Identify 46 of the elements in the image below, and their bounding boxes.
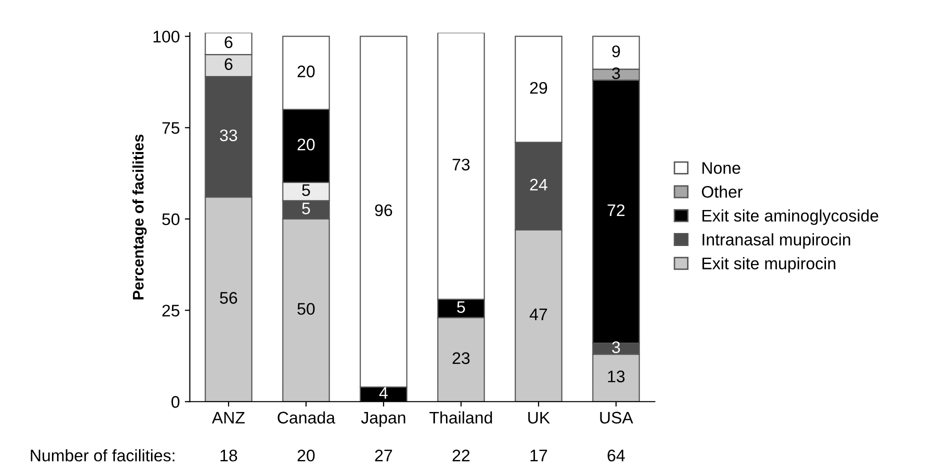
data-label: 33 [220,129,238,142]
y-tick-label: 50 [162,213,180,226]
legend-label: Other [702,186,743,198]
x-tick-label: Thailand [429,411,492,424]
data-label: 56 [220,292,238,304]
data-label: 50 [297,302,315,315]
data-label: 23 [452,352,470,364]
text: 18 [220,450,238,462]
data-label: 29 [530,82,548,94]
data-label: 5 [457,301,465,313]
y-tick-label: 25 [162,304,180,317]
text: 64 [608,450,625,462]
data-label: 20 [298,66,315,78]
data-label: 72 [608,204,624,216]
text: 22 [452,450,470,462]
legend-label: None [702,162,740,174]
data-label: 73 [452,158,470,170]
data-label: 6 [224,36,232,48]
x-tick-label: UK [528,412,550,424]
data-label: 5 [302,184,310,196]
x-tick-label: ANZ [212,412,245,424]
data-label: 3 [612,341,620,354]
y-tick-label: 0 [171,396,180,408]
text: Number of facilities: [30,449,174,462]
y-tick-label: 100 [154,30,180,43]
x-tick-label: Canada [278,411,336,424]
text: 17 [530,450,547,462]
text: 20 [298,450,315,462]
data-label: 24 [530,178,548,190]
y-axis-title: Percentage of facilities [132,134,147,300]
legend-label: Exit site aminoglycoside [702,209,878,225]
legend-label: Intranasal mupirocin [702,233,850,249]
data-label: 20 [298,138,315,150]
text: 27 [375,450,392,462]
data-label: 3 [612,67,620,80]
data-label: 4 [379,387,388,399]
data-label: 13 [608,370,625,382]
data-label: 6 [224,58,232,70]
x-tick-label: Japan [361,412,406,427]
data-label: 9 [612,45,620,58]
legend-label: Exit site mupirocin [702,257,836,273]
y-tick-label: 75 [162,122,180,134]
x-tick-label: USA [600,412,634,424]
data-label: 47 [530,308,547,320]
data-label: 5 [302,202,310,214]
data-label: 96 [375,204,392,216]
